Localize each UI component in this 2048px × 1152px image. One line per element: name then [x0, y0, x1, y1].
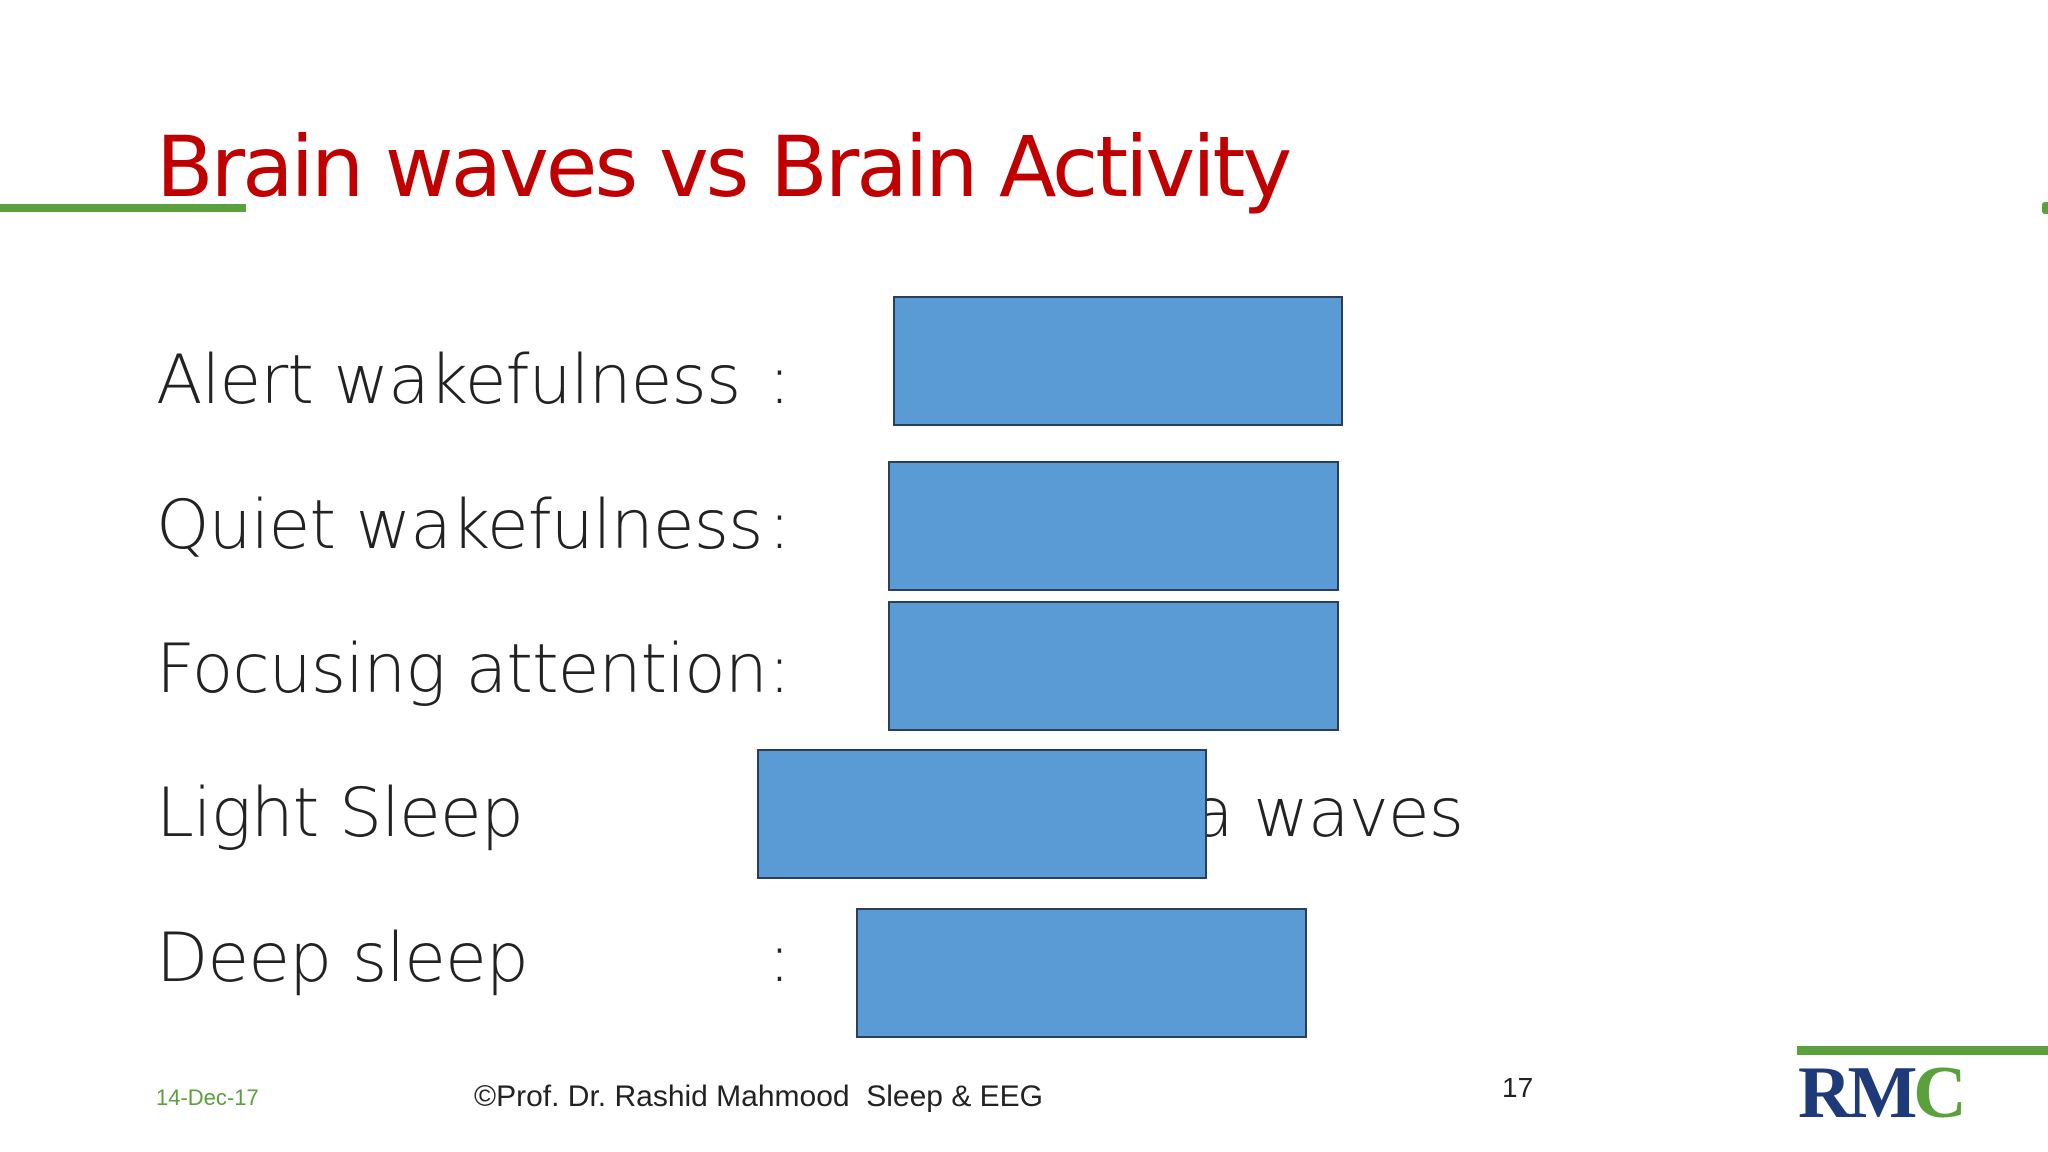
- footer-credit: ©Prof. Dr. Rashid Mahmood Sleep & EEG: [474, 1080, 1044, 1113]
- partial-answer-text: a waves: [1192, 774, 1464, 853]
- row-label-alert-wakefulness: Alert wakefulness: [156, 341, 741, 420]
- edge-accent-mark: [2042, 202, 2048, 214]
- answer-cover-box: [888, 461, 1339, 591]
- slide-title: Brain waves vs Brain Activity: [156, 118, 1292, 216]
- row-colon: :: [768, 341, 791, 420]
- row-label-deep-sleep: Deep sleep: [156, 919, 529, 998]
- page-number: 17: [1502, 1072, 1534, 1103]
- rmc-logo: RMC: [1798, 1056, 1967, 1130]
- logo-c-text: C: [1913, 1052, 1966, 1134]
- answer-cover-box: [893, 296, 1343, 426]
- logo-accent-bar: [1797, 1046, 2048, 1055]
- answer-cover-box: [856, 908, 1307, 1038]
- row-colon: :: [768, 919, 791, 998]
- row-label-quiet-wakefulness: Quiet wakefulness: [156, 486, 763, 565]
- logo-rm-text: RM: [1798, 1052, 1917, 1134]
- row-label-light-sleep: Light Sleep: [156, 774, 524, 853]
- footer-date: 14-Dec-17: [156, 1085, 259, 1110]
- row-label-focusing-attention: Focusing attention: [156, 630, 768, 709]
- row-colon: :: [768, 486, 791, 565]
- row-colon: :: [768, 630, 791, 709]
- answer-cover-box: [888, 601, 1339, 731]
- title-accent-line: [0, 204, 246, 212]
- answer-cover-box: [757, 749, 1207, 879]
